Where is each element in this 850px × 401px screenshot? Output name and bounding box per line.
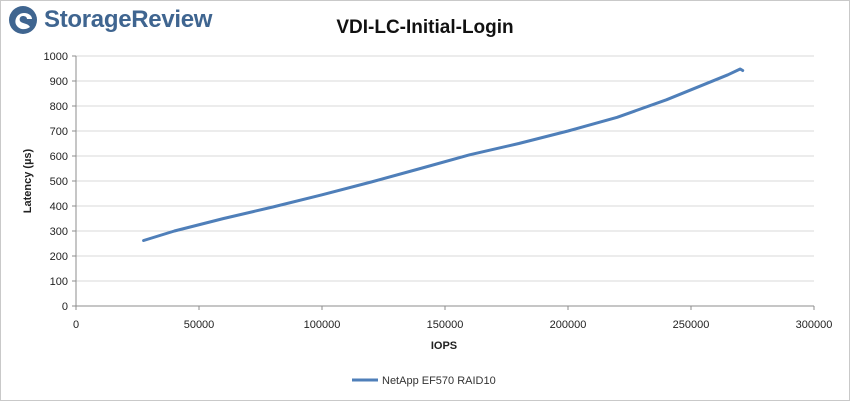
legend: NetApp EF570 RAID10 — [352, 375, 496, 387]
y-tick-label: 1000 — [44, 51, 68, 63]
y-tick-label: 600 — [50, 151, 68, 163]
axes — [75, 56, 814, 307]
y-tick-label: 200 — [50, 251, 68, 263]
y-tick-label: 100 — [50, 276, 68, 288]
x-tick-label: 50000 — [184, 319, 215, 331]
y-tick-label: 500 — [50, 176, 68, 188]
y-tick-label: 800 — [50, 101, 68, 113]
series-lines — [142, 67, 745, 242]
x-tick-label: 250000 — [673, 319, 710, 331]
series-line — [142, 67, 745, 242]
x-axis-ticks: 0 50000 100000 150000 200000 250000 300000 — [73, 306, 832, 331]
y-tick-label: 400 — [50, 201, 68, 213]
legend-label: NetApp EF570 RAID10 — [382, 375, 496, 387]
x-tick-label: 300000 — [796, 319, 833, 331]
y-tick-label: 700 — [50, 126, 68, 138]
grid-lines — [76, 55, 814, 282]
x-tick-label: 150000 — [427, 319, 464, 331]
y-axis-ticks: 0 100 200 300 400 500 600 700 800 900 1000 — [44, 51, 76, 313]
y-tick-label: 900 — [50, 76, 68, 88]
x-tick-label: 0 — [73, 319, 79, 331]
x-axis-title: IOPS — [431, 340, 457, 352]
y-tick-label: 300 — [50, 226, 68, 238]
x-tick-label: 100000 — [304, 319, 341, 331]
brand-logo: StorageReview — [8, 4, 212, 36]
x-tick-label: 200000 — [550, 319, 587, 331]
y-axis-title: Latency (µs) — [22, 148, 34, 213]
storagereview-logo-icon — [9, 6, 37, 34]
chart-title: VDI-LC-Initial-Login — [336, 17, 513, 38]
y-tick-label: 0 — [62, 301, 68, 313]
brand-name: StorageReview — [44, 6, 213, 33]
